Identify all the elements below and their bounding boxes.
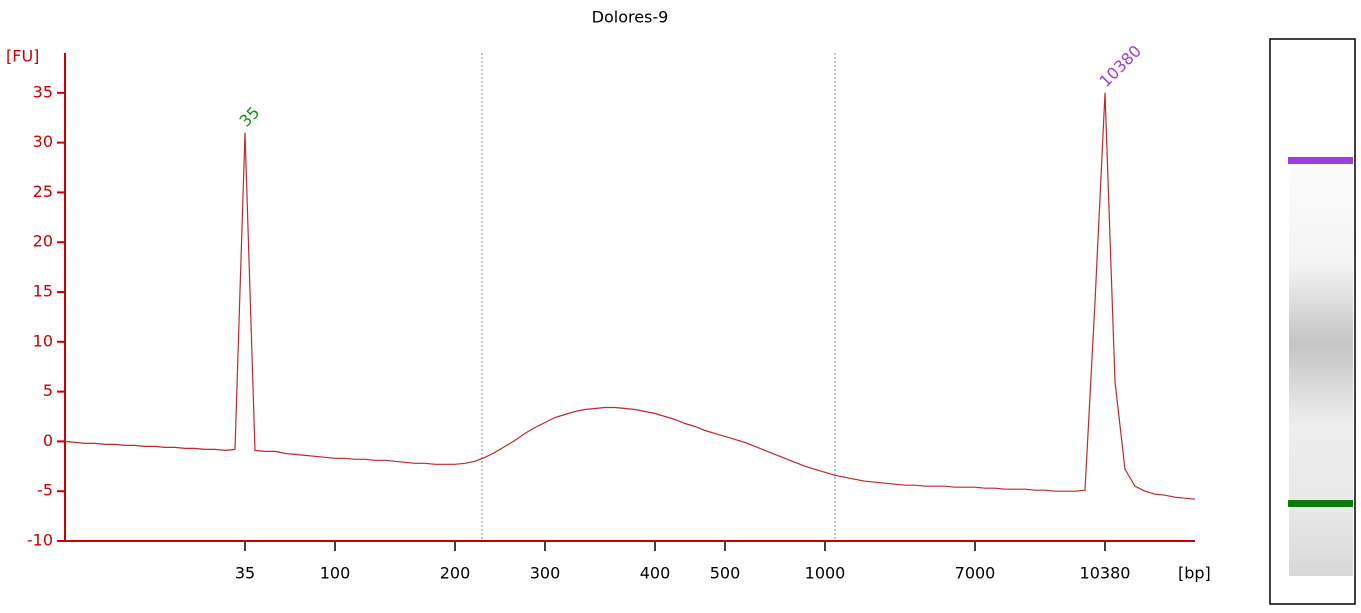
y-tick-label: 20 xyxy=(33,232,53,251)
x-tick-label: 35 xyxy=(235,564,255,583)
marker-band xyxy=(1288,500,1353,507)
x-tick-label: 7000 xyxy=(955,564,996,583)
y-tick-label: 10 xyxy=(33,331,53,350)
x-tick-label: 500 xyxy=(710,564,741,583)
y-tick-label: 5 xyxy=(43,381,53,400)
trace xyxy=(64,92,1196,500)
y-axis-label: [FU] xyxy=(6,47,39,66)
x-tick-label: 400 xyxy=(640,564,671,583)
y-tick-label: 30 xyxy=(33,132,53,151)
y-tick-label: 15 xyxy=(33,282,53,301)
x-tick-label: 10380 xyxy=(1080,564,1131,583)
marker-band xyxy=(1288,157,1353,164)
x-tick-label: 300 xyxy=(530,564,561,583)
y-tick-label: 35 xyxy=(33,82,53,101)
lane-smear xyxy=(1289,130,1353,576)
y-tick-label: 0 xyxy=(43,431,53,450)
peak-label: 10380 xyxy=(1096,41,1145,90)
gel-lane xyxy=(1269,38,1356,605)
x-axis-label: [bp] xyxy=(1178,564,1211,583)
x-tick-label: 1000 xyxy=(805,564,846,583)
x-tick-label: 200 xyxy=(440,564,471,583)
y-tick-label: -5 xyxy=(37,481,53,500)
x-tick-label: 100 xyxy=(320,564,351,583)
chart-title: Dolores-9 xyxy=(592,8,669,27)
y-tick-label: 25 xyxy=(33,182,53,201)
peak-label: 35 xyxy=(236,103,264,131)
y-tick-label: -10 xyxy=(27,531,53,550)
